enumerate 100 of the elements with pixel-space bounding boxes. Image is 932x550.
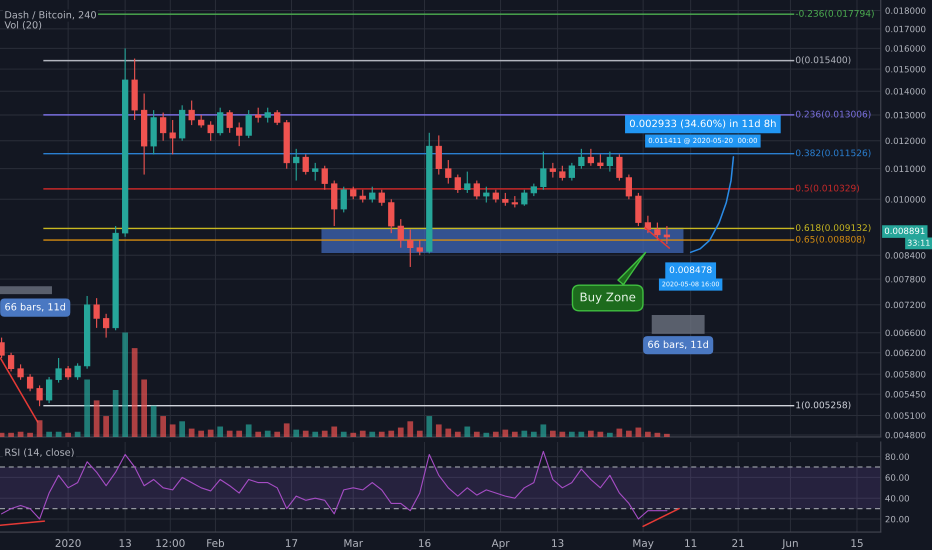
x-tick-label: Feb — [207, 538, 224, 548]
ref-line-label: 0.236(0.013006) — [796, 110, 870, 119]
y-tick-label: 80.00 — [885, 453, 909, 460]
bar — [378, 432, 385, 437]
candlestick — [17, 364, 24, 380]
candlestick — [550, 162, 556, 178]
candlestick — [464, 171, 470, 194]
y-tick-label: 60.00 — [886, 474, 909, 481]
ref-line-label: -0.236(0.017794) — [796, 10, 874, 18]
bar — [512, 432, 518, 437]
y-tick-label: 0.005800 — [885, 371, 926, 378]
bar — [236, 430, 242, 437]
bar — [502, 430, 508, 437]
bar — [312, 432, 318, 437]
candlestick — [474, 180, 480, 200]
bar — [284, 423, 290, 437]
bar — [416, 430, 423, 437]
y-tick-label: 0.013000 — [885, 112, 926, 118]
bar — [8, 432, 14, 437]
candlestick — [236, 122, 242, 147]
bar — [188, 428, 195, 437]
candlestick — [350, 186, 356, 200]
y-tick-label: 0.005100 — [885, 412, 926, 419]
candlestick — [55, 357, 62, 384]
candlestick — [502, 192, 508, 206]
bar — [550, 430, 556, 437]
bar — [208, 430, 214, 437]
bar — [464, 426, 470, 437]
candlestick — [644, 215, 652, 234]
candlestick — [626, 174, 632, 200]
candlestick — [378, 189, 385, 206]
bar — [94, 400, 100, 437]
candlestick — [246, 110, 252, 139]
bar — [474, 432, 480, 437]
bar — [198, 430, 204, 437]
candlestick — [540, 151, 546, 190]
bar — [483, 432, 490, 437]
bar — [369, 432, 376, 437]
bar — [27, 432, 33, 437]
bar — [179, 421, 186, 437]
candlestick — [416, 240, 423, 256]
bar — [454, 432, 461, 437]
candlestick — [8, 352, 14, 372]
candlestick — [606, 151, 613, 172]
candlestick — [160, 112, 166, 142]
bar — [84, 380, 90, 437]
bar — [436, 424, 442, 437]
x-tick-label: 11 — [685, 539, 696, 547]
x-tick-label: 16 — [419, 539, 430, 548]
candlestick — [445, 159, 452, 184]
bar — [578, 432, 584, 437]
bar — [598, 432, 604, 437]
bar — [293, 430, 300, 437]
bar — [654, 432, 660, 437]
line-series — [690, 156, 734, 254]
bar — [360, 430, 366, 437]
text: 33:11 — [908, 240, 930, 246]
bar — [445, 428, 452, 437]
x-tick-label: 2020 — [56, 539, 81, 548]
bar — [340, 432, 347, 437]
bar — [160, 416, 166, 437]
bar — [217, 426, 224, 437]
candlestick — [198, 114, 204, 128]
y-tick-label: 0.006200 — [885, 350, 926, 356]
x-tick-label: Apr — [492, 539, 510, 550]
candlestick — [340, 186, 347, 213]
annotation: 0.008478 — [670, 266, 712, 274]
y-tick-label: 0.004800 — [885, 432, 926, 438]
annotation: 66 bars, 11d — [648, 340, 708, 350]
candlestick — [483, 186, 490, 204]
y-tick-label: 0.007200 — [885, 302, 926, 308]
candlestick — [597, 154, 604, 170]
candlestick — [217, 107, 224, 136]
candlestick — [188, 100, 195, 126]
x-tick-label: Mar — [344, 539, 364, 548]
chart-title: Vol (20) — [4, 21, 42, 30]
candlestick — [264, 107, 271, 124]
bar — [255, 432, 262, 437]
y-tick-label: 40.00 — [885, 495, 909, 502]
candlestick — [559, 165, 566, 182]
bar — [559, 432, 566, 437]
annotation: Buy Zone — [580, 292, 636, 304]
bar — [426, 416, 432, 437]
ref-line-label: 0.382(0.011526) — [796, 149, 870, 158]
candlestick — [312, 162, 318, 182]
x-tick-label: 12:00 — [156, 539, 185, 548]
bar — [407, 421, 414, 437]
candlestick — [568, 162, 575, 182]
text: Dash / Bitcoin, 240 — [5, 10, 96, 20]
y-tick-label: 0.010000 — [885, 196, 926, 203]
bar — [170, 424, 176, 437]
bar — [388, 430, 394, 437]
y-tick-label: 0.008400 — [885, 252, 926, 259]
y-tick-label: 0.012000 — [885, 138, 926, 144]
bar — [530, 432, 537, 437]
bar — [331, 426, 338, 437]
y-tick-label: 0.016000 — [885, 45, 926, 52]
bar — [492, 432, 499, 437]
bar — [122, 332, 128, 437]
text: 0.008891 — [884, 228, 925, 234]
